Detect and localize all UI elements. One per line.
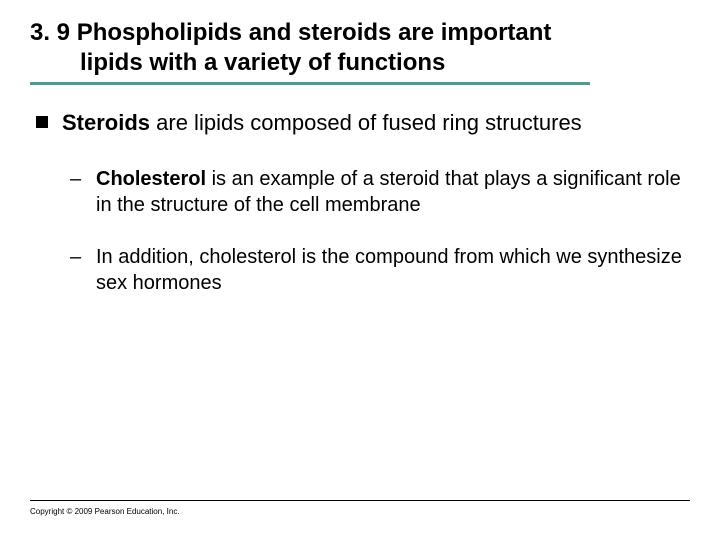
bullet-rest: are lipids composed of fused ring struct…: [150, 110, 582, 135]
dash-icon: –: [70, 166, 84, 192]
sub-bullet-bold: Cholesterol: [96, 168, 206, 190]
title-block: 3. 9 Phospholipids and steroids are impo…: [30, 18, 690, 85]
bullet-text: Steroids are lipids composed of fused ri…: [62, 109, 582, 138]
sub-bullet-rest: In addition, cholesterol is the compound…: [96, 246, 682, 294]
footer: Copyright © 2009 Pearson Education, Inc.: [30, 500, 690, 517]
sub-bullet: – In addition, cholesterol is the compou…: [70, 244, 690, 296]
sub-bullet: – Cholesterol is an example of a steroid…: [70, 166, 690, 218]
bullet-level-1: Steroids are lipids composed of fused ri…: [36, 109, 690, 138]
sub-bullets: – Cholesterol is an example of a steroid…: [36, 166, 690, 296]
footer-rule: [30, 500, 690, 502]
copyright-text: Copyright © 2009 Pearson Education, Inc.: [30, 507, 690, 516]
bullet-bold: Steroids: [62, 110, 150, 135]
slide: 3. 9 Phospholipids and steroids are impo…: [0, 0, 720, 540]
square-bullet-icon: [36, 116, 48, 128]
body-content: Steroids are lipids composed of fused ri…: [30, 109, 690, 296]
title-line-1: 3. 9 Phospholipids and steroids are impo…: [30, 19, 551, 46]
sub-bullet-text: In addition, cholesterol is the compound…: [96, 244, 690, 296]
dash-icon: –: [70, 244, 84, 270]
title-underline: [30, 82, 590, 85]
sub-bullet-text: Cholesterol is an example of a steroid t…: [96, 166, 690, 218]
slide-title: 3. 9 Phospholipids and steroids are impo…: [30, 18, 690, 78]
title-line-2: lipids with a variety of functions: [30, 48, 690, 78]
